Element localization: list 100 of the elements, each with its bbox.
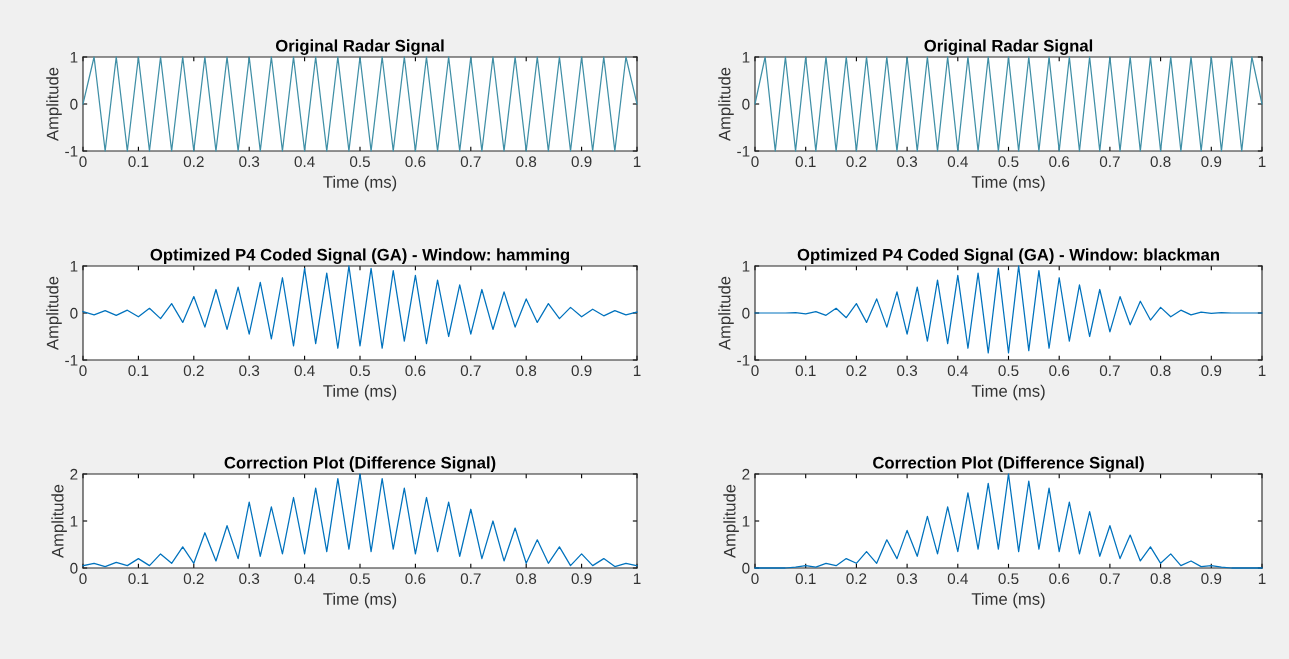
y-axis-title: Amplitude [46, 67, 62, 142]
chart-title: Correction Plot (Difference Signal) [224, 456, 496, 472]
x-tick-label: 0.1 [128, 156, 149, 168]
y-tick-label: 1 [742, 52, 750, 63]
x-axis-title: Time (ms) [323, 592, 397, 609]
y-tick-label: 2 [742, 468, 750, 480]
x-tick-label: 0.4 [947, 365, 968, 377]
x-tick-label: 1 [1258, 365, 1266, 376]
y-tick-label: 0 [742, 562, 750, 574]
x-tick-label: 0 [79, 365, 87, 377]
x-tick-label: 1 [633, 573, 641, 584]
x-tick-label: 0.1 [128, 365, 149, 377]
x-tick-label: 0.4 [294, 573, 315, 585]
x-tick-label: 0.9 [1201, 573, 1222, 585]
x-tick-label: 0.3 [897, 156, 918, 168]
x-tick-label: 0.7 [1099, 365, 1120, 377]
y-tick-label: 2 [70, 468, 78, 480]
x-tick-label: 0.6 [1049, 365, 1070, 377]
x-tick-label: 0.8 [516, 573, 537, 585]
x-tick-label: 0.3 [239, 365, 260, 377]
chart-title: Optimized P4 Coded Signal (GA) - Window: blackman [797, 248, 1219, 264]
x-tick-label: 0.9 [571, 156, 592, 168]
y-tick-label: 1 [742, 261, 750, 272]
x-tick-label: 0.8 [516, 365, 537, 377]
y-tick-label: -1 [65, 146, 78, 157]
x-tick-label: 0.4 [947, 156, 968, 168]
chart-title: Correction Plot (Difference Signal) [873, 456, 1144, 472]
y-tick-label: 1 [70, 516, 78, 527]
x-tick-label: 0.1 [795, 573, 816, 585]
line-series [82, 473, 638, 568]
chart-title: Original Radar Signal [924, 39, 1093, 55]
x-tick-label: 0.7 [460, 365, 481, 377]
y-tick-label: 0 [70, 98, 78, 110]
x-tick-label: 0.6 [405, 156, 426, 168]
x-tick-label: 0.8 [1150, 365, 1171, 377]
x-tick-label: 0.2 [846, 573, 867, 585]
y-tick-label: -1 [65, 355, 78, 366]
x-axis-title: Time (ms) [971, 175, 1045, 192]
x-tick-label: 0.5 [998, 156, 1019, 168]
x-tick-label: 0.1 [795, 365, 816, 377]
x-axis-title: Time (ms) [971, 384, 1045, 401]
chart-title: Optimized P4 Coded Signal (GA) - Window: hamming [150, 248, 569, 264]
chart-title: Original Radar Signal [275, 39, 444, 55]
x-tick-label: 0.6 [405, 573, 426, 585]
x-tick-label: 0.1 [795, 156, 816, 168]
x-tick-label: 0.7 [1099, 156, 1120, 168]
x-tick-label: 0.9 [1201, 156, 1222, 168]
x-tick-label: 0.2 [183, 365, 204, 377]
x-tick-label: 1 [1258, 573, 1266, 584]
y-tick-label: 1 [70, 52, 78, 63]
x-tick-label: 0.7 [460, 573, 481, 585]
x-tick-label: 0.8 [516, 156, 537, 168]
x-tick-label: 0.7 [460, 156, 481, 168]
x-tick-label: 0.5 [349, 365, 370, 377]
x-tick-label: 0.2 [183, 573, 204, 585]
x-tick-label: 0.6 [405, 365, 426, 377]
y-axis-title: Amplitude [46, 276, 62, 351]
x-tick-label: 0.5 [349, 573, 370, 585]
y-axis-title: Amplitude [718, 67, 734, 142]
x-tick-label: 0.8 [1150, 573, 1171, 585]
y-axis-title: Amplitude [718, 276, 734, 351]
x-tick-label: 0.4 [294, 365, 315, 377]
x-tick-label: 0.3 [897, 365, 918, 377]
y-tick-label: 1 [742, 516, 750, 527]
x-tick-label: 0 [79, 573, 87, 585]
x-tick-label: 0.2 [183, 156, 204, 168]
x-tick-label: 0 [751, 573, 759, 585]
x-tick-label: 0.5 [998, 365, 1019, 377]
x-axis-title: Time (ms) [323, 175, 397, 192]
y-tick-label: 1 [70, 261, 78, 272]
y-tick-label: -1 [737, 355, 750, 366]
x-tick-label: 1 [633, 365, 641, 376]
x-tick-label: 0.1 [128, 573, 149, 585]
y-tick-label: 0 [70, 307, 78, 319]
x-tick-label: 0.7 [1099, 573, 1120, 585]
x-axis-title: Time (ms) [971, 592, 1045, 609]
x-tick-label: 0.4 [947, 573, 968, 585]
x-tick-label: 0.2 [846, 156, 867, 168]
x-tick-label: 0.9 [1201, 365, 1222, 377]
x-tick-label: 0.5 [998, 573, 1019, 585]
x-tick-label: 0.2 [846, 365, 867, 377]
x-tick-label: 0.4 [294, 156, 315, 168]
y-axis-title: Amplitude [723, 484, 739, 559]
x-tick-label: 0.3 [897, 573, 918, 585]
y-tick-label: -1 [737, 146, 750, 157]
x-tick-label: 1 [1258, 156, 1266, 167]
y-tick-label: 0 [742, 98, 750, 110]
x-tick-label: 0.3 [239, 573, 260, 585]
x-tick-label: 0 [751, 365, 759, 377]
x-tick-label: 0.9 [571, 573, 592, 585]
x-tick-label: 0.5 [349, 156, 370, 168]
x-tick-label: 0.6 [1049, 156, 1070, 168]
x-tick-label: 0 [79, 156, 87, 168]
x-tick-label: 0.9 [571, 365, 592, 377]
line-series [754, 473, 1263, 569]
x-axis-title: Time (ms) [323, 384, 397, 401]
x-tick-label: 0.8 [1150, 156, 1171, 168]
x-tick-label: 0.6 [1049, 573, 1070, 585]
x-tick-label: 0 [751, 156, 759, 168]
y-axis-title: Amplitude [51, 484, 67, 559]
